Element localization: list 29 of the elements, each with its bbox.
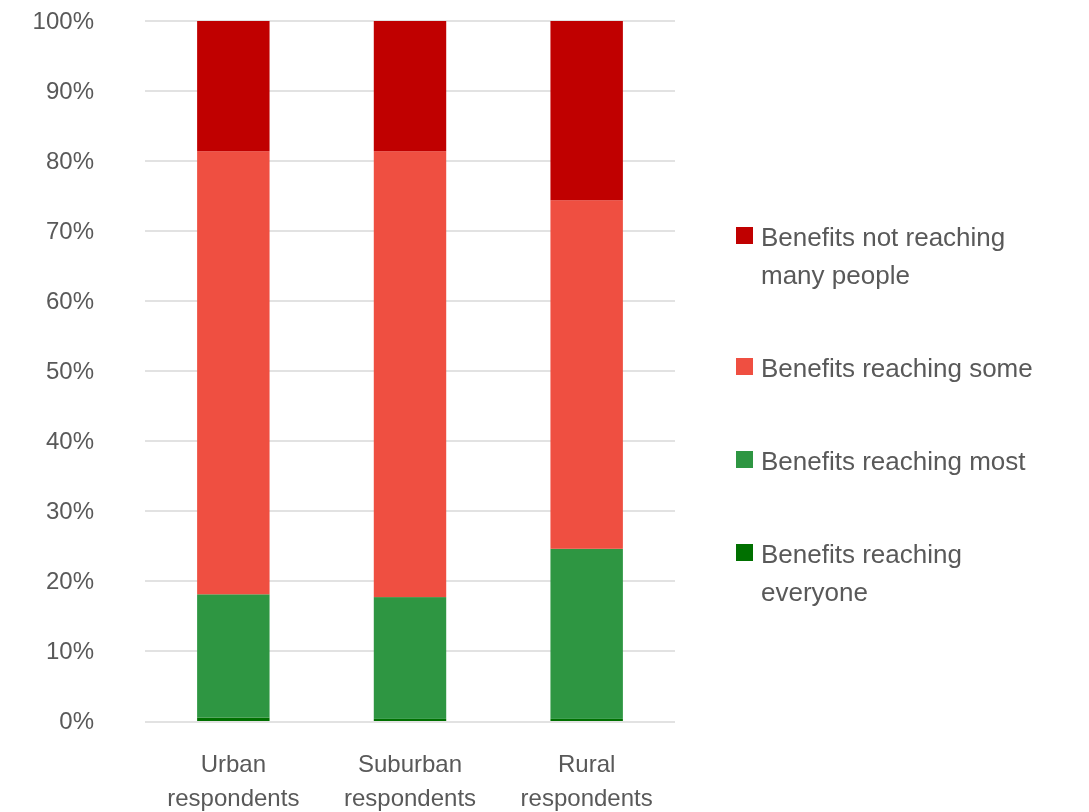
y-tick-label: 60% [45, 287, 94, 315]
y-tick-label: 0% [59, 707, 94, 735]
y-tick-label: 30% [45, 497, 94, 525]
bar [550, 718, 623, 721]
bar [373, 21, 447, 152]
bar [550, 548, 623, 719]
bar [197, 21, 270, 152]
bar [197, 594, 270, 718]
y-tick-label: 80% [45, 147, 94, 175]
x-tick-label: Rural respondents [520, 750, 653, 811]
legend-label: Benefits not reaching many people [761, 222, 1006, 291]
y-tick-label: 20% [45, 567, 94, 595]
y-tick-label: 50% [45, 357, 94, 385]
bar [550, 21, 623, 201]
bar [197, 151, 270, 595]
x-tick-label: Suburban respondents [343, 750, 477, 811]
bar [373, 151, 447, 598]
y-tick-label: 100% [32, 7, 94, 35]
x-tick-label: Urban respondents [167, 750, 300, 811]
y-tick-label: 10% [45, 637, 94, 665]
legend-label: Benefits reaching some [761, 353, 1033, 384]
y-tick-label: 90% [45, 77, 94, 105]
bar [373, 597, 447, 719]
y-tick-label: 70% [45, 217, 94, 245]
legend-label: Benefits reaching everyone [761, 539, 962, 608]
legend-label: Benefits reaching most [761, 446, 1027, 477]
bar [550, 200, 623, 549]
y-tick-label: 40% [45, 427, 94, 455]
bar [373, 718, 447, 721]
